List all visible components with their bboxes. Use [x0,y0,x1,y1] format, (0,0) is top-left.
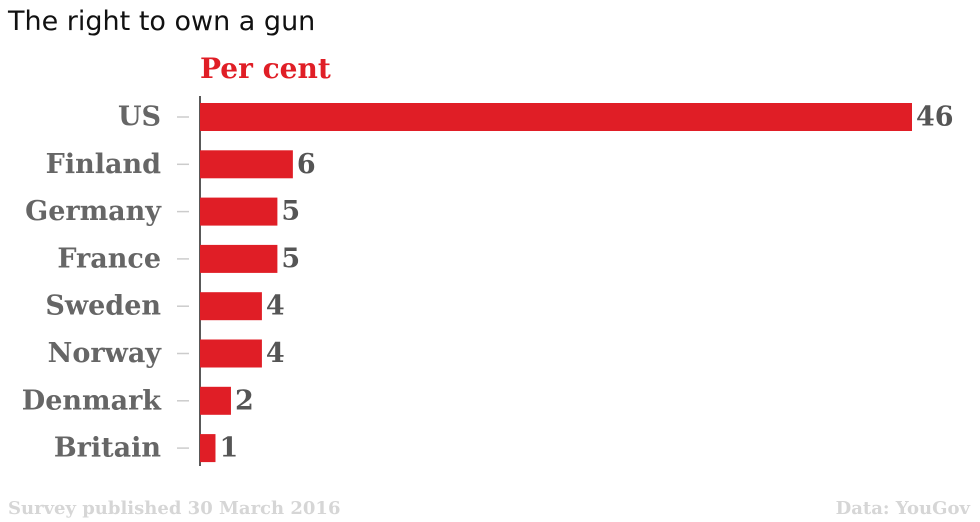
bar [200,197,278,226]
value-label: 5 [281,243,300,274]
bar [200,434,216,463]
bar [200,386,231,415]
value-label: 5 [281,196,300,227]
chart-marks: US 46 Finland 6 Germany 5 France 5 Sweden 4 Norway… [22,102,954,464]
value-label: 2 [235,385,254,416]
value-label: 4 [266,338,285,369]
chart-title: The right to own a gun [8,6,316,37]
category-label: Norway [48,338,163,369]
source-note: Survey published 30 March 2016 [8,498,341,519]
bar [200,244,278,273]
unit-label: Per cent [200,52,331,85]
category-label: France [57,243,161,274]
bar [200,339,262,368]
bar [200,150,293,179]
data-credit: Data: YouGov [835,498,970,519]
value-label: 1 [219,433,238,464]
category-label: Sweden [45,291,161,322]
value-label: 6 [297,149,316,180]
category-label: Germany [25,196,162,227]
category-label: Britain [54,433,162,464]
category-label: Finland [46,149,161,180]
value-label: 46 [916,102,954,133]
category-label: Denmark [22,385,163,416]
category-label: US [118,102,161,133]
value-label: 4 [266,291,285,322]
bar [200,103,912,131]
bar [200,292,262,321]
